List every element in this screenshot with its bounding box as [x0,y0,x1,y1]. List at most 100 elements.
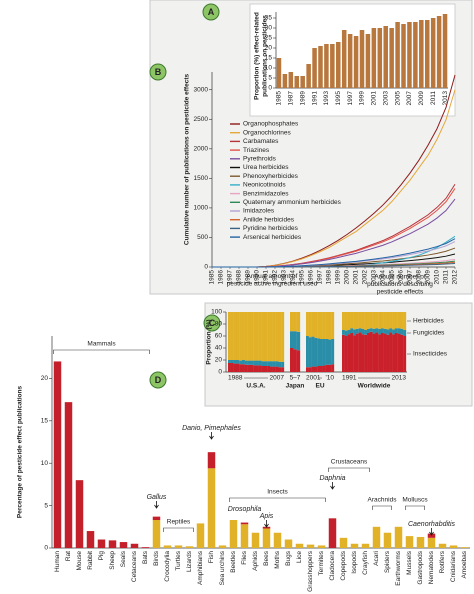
stacked-segment [355,328,359,334]
y-tick-label: 20 [215,357,223,364]
bar-segment [229,520,238,548]
y-tick-label: 0 [44,545,48,552]
stacked-segment [233,312,237,360]
x-tick-label: 1989 [245,270,252,285]
stacked-segment [372,333,376,372]
x-tick-label: Gastropods [417,550,424,584]
x-tick-label: 2013 [442,91,449,106]
bar [395,22,400,88]
stacked-segment [364,334,368,372]
legend-label: Pyrethroids [243,156,277,163]
stacked-segment [317,312,321,339]
bar-segment [207,468,216,548]
y-tick-label: 500 [197,234,208,241]
legend-label: Urea herbicides [243,164,289,171]
x-tick-label: 2011 [430,91,437,105]
x-range-end: 2007 [270,375,285,382]
group-label: Crustaceans [331,459,368,466]
bar-segment [284,539,293,548]
bar-segment [317,545,326,548]
stacked-segment [228,363,231,372]
bar-segment [251,532,260,548]
stacked-segment [403,312,407,330]
bar-segment [152,516,161,521]
bar [413,22,418,88]
bar-segment [240,524,249,548]
stacked-segment [308,367,312,372]
x-tick-label: Rat [65,551,72,561]
stacked-segment [389,328,393,333]
bar-segment [460,547,469,548]
bar-segment [196,523,205,548]
x-tick-label: 2008 [416,270,423,285]
y-tick-label: 60 [215,333,223,340]
group-bracket [372,505,392,510]
x-tick-label: 1987 [227,270,234,285]
bar-segment [152,520,161,548]
arrow [154,501,159,509]
x-tick-label: Mussels [406,550,413,575]
stacked-segment [331,312,335,339]
x-range-end: 2013 [392,375,407,382]
stacked-segment [253,312,257,361]
stacked-segment [344,312,348,331]
y-tick-label: 20 [41,375,49,382]
arrow [330,482,335,490]
stacked-segment [378,334,382,372]
stacked-segment [380,333,384,372]
group-label: Mammals [87,341,116,348]
x-tick-label: 2003 [371,270,378,285]
x-tick-label: 1993 [323,91,330,106]
stacked-segment [389,312,393,329]
panel-title: publications describing [367,281,433,288]
stacked-segment [367,333,370,372]
stacked-segment [347,312,351,330]
stacked-segment [353,312,357,330]
x-tick-label: 1995 [299,270,306,285]
x-tick-label: 1999 [359,91,366,106]
x-tick-label: 1995 [335,91,342,106]
stacked-segment [233,363,237,372]
x-tick-label: Bugs [285,550,292,566]
bar [407,22,412,88]
x-tick-label: 1993 [281,270,288,285]
bar [377,28,383,88]
x-tick-label: Copepods [340,550,347,580]
bar-segment [207,452,216,469]
stacked-segment [317,338,321,366]
stacked-segment [353,329,357,336]
x-range-start: 2001 [306,375,321,382]
bar-segment [75,480,84,548]
x-tick-label: Lizards [186,550,193,572]
panel-letter: A [208,7,215,17]
stacked-segment [239,360,243,365]
stacked-segment [311,336,315,367]
stacked-segment [347,330,351,335]
stacked-segment [272,361,276,367]
bar-segment [394,526,403,548]
y-tick-label: 40 [215,345,223,352]
bar [430,18,436,88]
stacked-segment [331,364,335,372]
legend-label: Anilide herbicides [243,216,295,223]
stacked-segment [322,365,326,372]
bar-segment [119,542,128,548]
stacked-segment [369,328,373,332]
y-tick-label: 30 [265,25,273,32]
stacked-segment [242,312,245,360]
y-tick-label: 2500 [194,116,209,123]
stacked-segment [350,328,354,333]
bar-segment [218,545,227,548]
legend-label: Organophosphates [243,121,299,128]
stacked-segment [236,312,240,360]
stacked-segment [250,364,254,372]
x-tick-label: 2012 [452,270,459,285]
y-tick-label: 15 [41,418,49,425]
stacked-segment [331,339,335,365]
stacked-segment [400,328,404,335]
stacked-segment [383,312,387,329]
stacked-segment [311,366,315,372]
x-tick-label: Grasshoppers [307,550,314,592]
legend-label: Triazines [243,147,270,154]
